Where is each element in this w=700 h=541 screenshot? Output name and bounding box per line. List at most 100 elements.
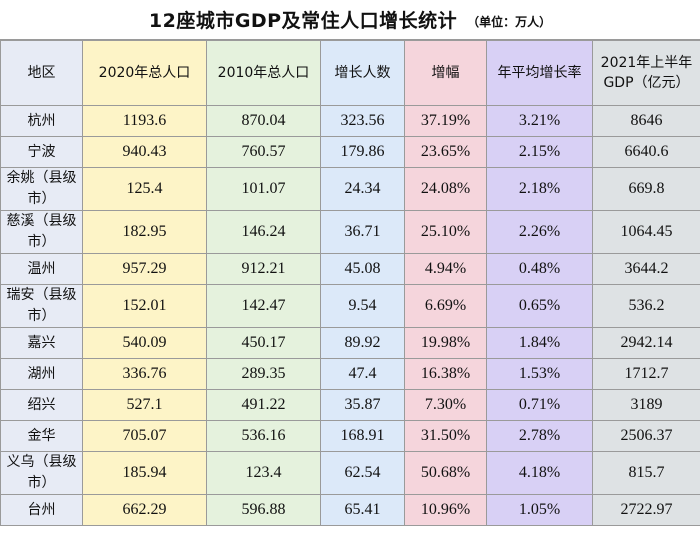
cell-pop2020: 527.1: [82, 389, 207, 421]
cell-pop2010: 491.22: [206, 389, 321, 421]
cell-increase: 24.08%: [404, 167, 487, 211]
cell-gdp: 8646: [592, 105, 700, 137]
cell-increase: 23.65%: [404, 136, 487, 168]
cell-region: 嘉兴: [0, 327, 83, 359]
cell-increase: 6.69%: [404, 284, 487, 328]
cell-increase: 7.30%: [404, 389, 487, 421]
cell-growth: 65.41: [320, 494, 405, 526]
cell-pop2020: 125.4: [82, 167, 207, 211]
cell-pop2010: 596.88: [206, 494, 321, 526]
table-row: 瑞安（县级市） 152.01 142.47 9.54 6.69% 0.65% 5…: [0, 284, 700, 328]
cell-region: 台州: [0, 494, 83, 526]
cell-growth: 62.54: [320, 451, 405, 495]
cell-growth: 36.71: [320, 210, 405, 254]
cell-annual-rate: 2.15%: [486, 136, 593, 168]
cell-annual-rate: 4.18%: [486, 451, 593, 495]
cell-increase: 37.19%: [404, 105, 487, 137]
cell-gdp: 536.2: [592, 284, 700, 328]
table-row: 湖州 336.76 289.35 47.4 16.38% 1.53% 1712.…: [0, 358, 700, 390]
cell-region: 慈溪（县级市）: [0, 210, 83, 254]
cell-growth: 9.54: [320, 284, 405, 328]
header-pop2020: 2020年总人口: [82, 40, 207, 106]
cell-pop2020: 940.43: [82, 136, 207, 168]
cell-pop2010: 101.07: [206, 167, 321, 211]
cell-region: 瑞安（县级市）: [0, 284, 83, 328]
table-row: 杭州 1193.6 870.04 323.56 37.19% 3.21% 864…: [0, 105, 700, 137]
cell-region: 湖州: [0, 358, 83, 390]
unit-note: （单位：万人）: [467, 14, 552, 29]
cell-pop2020: 540.09: [82, 327, 207, 359]
cell-annual-rate: 2.26%: [486, 210, 593, 254]
cell-increase: 25.10%: [404, 210, 487, 254]
cell-pop2010: 289.35: [206, 358, 321, 390]
cell-growth: 47.4: [320, 358, 405, 390]
cell-gdp: 815.7: [592, 451, 700, 495]
cell-gdp: 2506.37: [592, 420, 700, 452]
cell-growth: 35.87: [320, 389, 405, 421]
cell-pop2010: 870.04: [206, 105, 321, 137]
cell-pop2020: 662.29: [82, 494, 207, 526]
cell-region: 温州: [0, 253, 83, 285]
cell-pop2010: 912.21: [206, 253, 321, 285]
cell-increase: 31.50%: [404, 420, 487, 452]
cell-growth: 323.56: [320, 105, 405, 137]
cell-annual-rate: 1.84%: [486, 327, 593, 359]
table-row: 义乌（县级市） 185.94 123.4 62.54 50.68% 4.18% …: [0, 451, 700, 495]
cell-pop2020: 336.76: [82, 358, 207, 390]
header-growth: 增长人数: [320, 40, 405, 106]
header-pop2010: 2010年总人口: [206, 40, 321, 106]
cell-gdp: 2722.97: [592, 494, 700, 526]
cell-gdp: 1064.45: [592, 210, 700, 254]
cell-region: 绍兴: [0, 389, 83, 421]
cell-gdp: 6640.6: [592, 136, 700, 168]
cell-growth: 168.91: [320, 420, 405, 452]
cell-pop2020: 1193.6: [82, 105, 207, 137]
cell-region: 金华: [0, 420, 83, 452]
cell-growth: 89.92: [320, 327, 405, 359]
cell-annual-rate: 1.05%: [486, 494, 593, 526]
header-gdp: 2021年上半年GDP（亿元）: [592, 40, 700, 106]
cell-increase: 19.98%: [404, 327, 487, 359]
cell-region: 义乌（县级市）: [0, 451, 83, 495]
table-title-bar: 12座城市GDP及常住人口增长统计 （单位：万人）: [0, 0, 700, 40]
page-title: 12座城市GDP及常住人口增长统计: [148, 10, 458, 32]
cell-region: 宁波: [0, 136, 83, 168]
cell-pop2020: 957.29: [82, 253, 207, 285]
cell-increase: 16.38%: [404, 358, 487, 390]
header-row: 地区 2020年总人口 2010年总人口 增长人数 增幅 年平均增长率 2021…: [0, 40, 700, 106]
table-row: 台州 662.29 596.88 65.41 10.96% 1.05% 2722…: [0, 494, 700, 526]
cell-growth: 45.08: [320, 253, 405, 285]
cell-pop2010: 536.16: [206, 420, 321, 452]
cell-gdp: 669.8: [592, 167, 700, 211]
header-region: 地区: [0, 40, 83, 106]
cell-pop2020: 705.07: [82, 420, 207, 452]
cell-increase: 4.94%: [404, 253, 487, 285]
cell-gdp: 2942.14: [592, 327, 700, 359]
cell-gdp: 1712.7: [592, 358, 700, 390]
cell-pop2020: 152.01: [82, 284, 207, 328]
header-increase: 增幅: [404, 40, 487, 106]
table-row: 绍兴 527.1 491.22 35.87 7.30% 0.71% 3189: [0, 389, 700, 421]
cell-pop2010: 450.17: [206, 327, 321, 359]
cell-increase: 10.96%: [404, 494, 487, 526]
table-row: 温州 957.29 912.21 45.08 4.94% 0.48% 3644.…: [0, 253, 700, 285]
cell-increase: 50.68%: [404, 451, 487, 495]
header-annual-rate: 年平均增长率: [486, 40, 593, 106]
table-row: 余姚（县级市） 125.4 101.07 24.34 24.08% 2.18% …: [0, 167, 700, 211]
cell-annual-rate: 0.48%: [486, 253, 593, 285]
table-row: 慈溪（县级市） 182.95 146.24 36.71 25.10% 2.26%…: [0, 210, 700, 254]
cell-annual-rate: 1.53%: [486, 358, 593, 390]
cell-growth: 179.86: [320, 136, 405, 168]
cell-annual-rate: 2.18%: [486, 167, 593, 211]
table-row: 宁波 940.43 760.57 179.86 23.65% 2.15% 664…: [0, 136, 700, 168]
cell-annual-rate: 2.78%: [486, 420, 593, 452]
cell-annual-rate: 0.71%: [486, 389, 593, 421]
table-row: 金华 705.07 536.16 168.91 31.50% 2.78% 250…: [0, 420, 700, 452]
cell-pop2020: 185.94: [82, 451, 207, 495]
cell-pop2010: 142.47: [206, 284, 321, 328]
cell-region: 杭州: [0, 105, 83, 137]
cell-pop2010: 760.57: [206, 136, 321, 168]
cell-annual-rate: 3.21%: [486, 105, 593, 137]
cell-pop2010: 146.24: [206, 210, 321, 254]
cell-pop2020: 182.95: [82, 210, 207, 254]
